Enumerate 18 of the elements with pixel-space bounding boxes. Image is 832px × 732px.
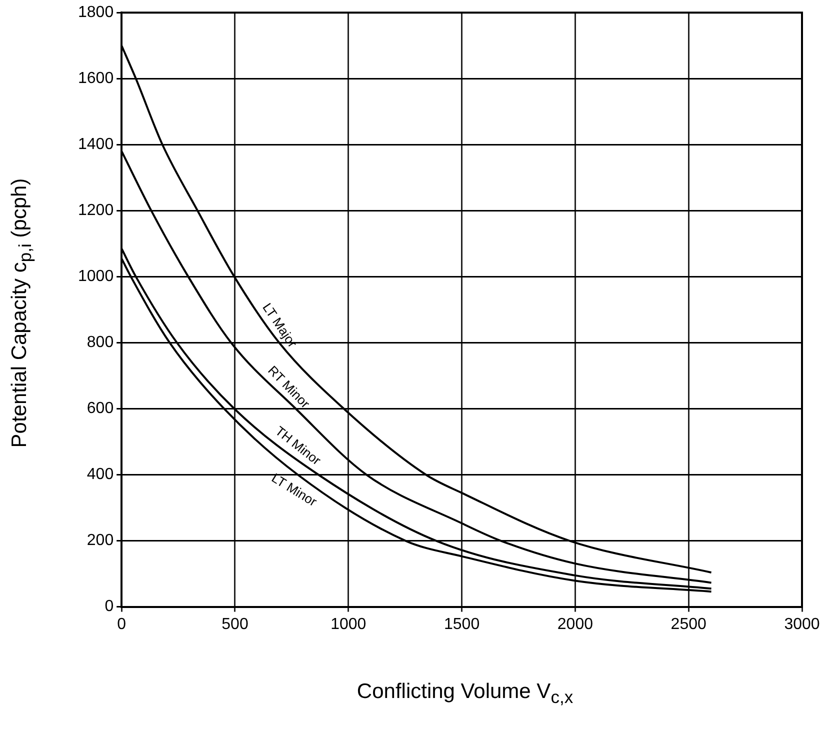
y-tick-label: 1200 — [78, 202, 114, 220]
y-tick-label: 0 — [104, 598, 114, 616]
x-tick-label: 2500 — [670, 616, 706, 633]
y-tick-label: 400 — [86, 466, 114, 484]
y-tick-label: 1000 — [78, 268, 114, 286]
y-tick-label: 800 — [86, 334, 114, 352]
x-tick-label: 500 — [222, 616, 248, 633]
y-tick-label: 200 — [86, 532, 114, 550]
x-tick-label: 0 — [117, 616, 126, 633]
x-tick-label: 1500 — [444, 616, 480, 633]
x-tick-label: 1000 — [330, 616, 366, 633]
y-tick-label: 1600 — [78, 70, 114, 88]
x-tick-label: 2000 — [557, 616, 594, 633]
y-tick-label: 1400 — [78, 136, 114, 154]
x-tick-label: 3000 — [784, 616, 820, 633]
x-axis-title: Conflicting Volume V$_{c,x}$ — [356, 680, 574, 708]
y-tick-label: 1800 — [78, 4, 114, 22]
y-tick-label: 600 — [86, 400, 114, 418]
